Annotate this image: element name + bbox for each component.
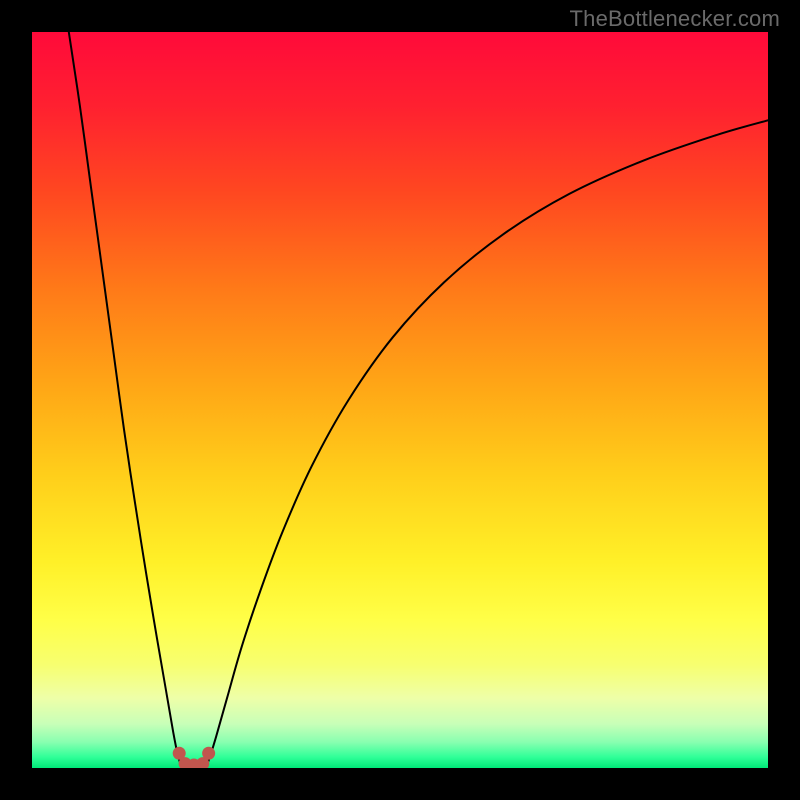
- marker-point: [202, 747, 215, 760]
- chart-container: TheBottlenecker.com: [0, 0, 800, 800]
- bottleneck-chart: [0, 0, 800, 800]
- watermark-text: TheBottlenecker.com: [570, 6, 780, 32]
- gradient-background: [32, 32, 768, 768]
